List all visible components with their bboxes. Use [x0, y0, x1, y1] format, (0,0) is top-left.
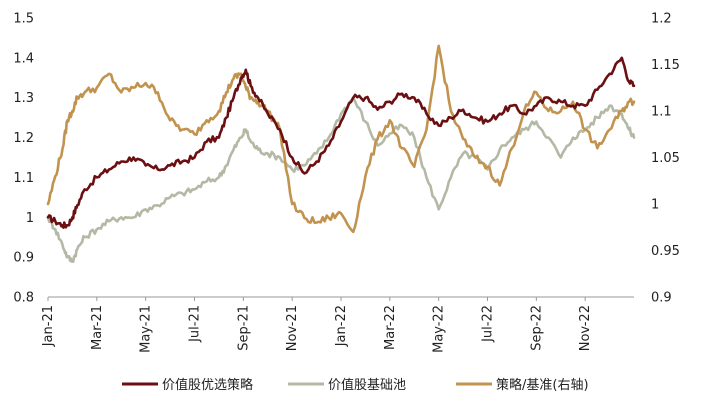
y-right-tick-label: 1.05: [651, 151, 680, 166]
series-line-0: [46, 56, 636, 229]
x-tick-label: May-21: [139, 305, 154, 353]
legend-label-0: 价值股优选策略: [162, 377, 253, 393]
x-tick-label: Nov-22: [578, 305, 593, 351]
axes: 0.8 0.9 1 1.1 1.2 1.3 1.4 1.5 0.9 0.95 1 1.05 1.1 1.1…: [13, 12, 680, 353]
y-right-tick-label: 1.2: [651, 12, 672, 27]
y-right-tick-label: 0.9: [651, 291, 672, 306]
y-right-tick-label: 1: [651, 198, 659, 213]
y-left-tick-label: 1.2: [13, 131, 34, 146]
y-left-tick-label: 0.8: [13, 291, 34, 306]
x-tick-label: Nov-21: [285, 305, 300, 351]
y-left-tick-label: 1: [26, 211, 34, 226]
x-tick-label: Jul-22: [481, 305, 496, 343]
y-right-tick-label: 1.15: [651, 58, 680, 73]
y-left-tick-label: 1.3: [13, 91, 34, 106]
x-tick-label: May-22: [432, 305, 447, 353]
y-left-tick-label: 1.4: [13, 51, 34, 66]
series-line-1: [46, 96, 636, 264]
y-right-tick-label: 1.1: [651, 105, 672, 120]
legend-label-2: 策略/基准(右轴): [496, 377, 589, 393]
y-left-tick-label: 1.1: [13, 171, 34, 186]
series-line-2: [46, 44, 636, 234]
x-tick-label: Sep-22: [529, 305, 544, 351]
x-tick-label: Sep-21: [236, 305, 251, 351]
x-tick-label: Mar-22: [383, 305, 398, 350]
y-left-tick-label: 0.9: [13, 251, 34, 266]
x-tick-label: Jan-22: [334, 305, 349, 347]
legend: 价值股优选策略 价值股基础池 策略/基准(右轴): [122, 377, 589, 393]
series-lines: [46, 44, 636, 264]
x-tick-label: Jan-21: [41, 305, 56, 347]
x-tick-label: Jul-21: [188, 305, 203, 343]
x-tick-label: Mar-21: [90, 305, 105, 350]
y-right-tick-label: 0.95: [651, 244, 680, 259]
y-left-tick-label: 1.5: [13, 12, 34, 27]
legend-label-1: 价值股基础池: [328, 377, 406, 393]
